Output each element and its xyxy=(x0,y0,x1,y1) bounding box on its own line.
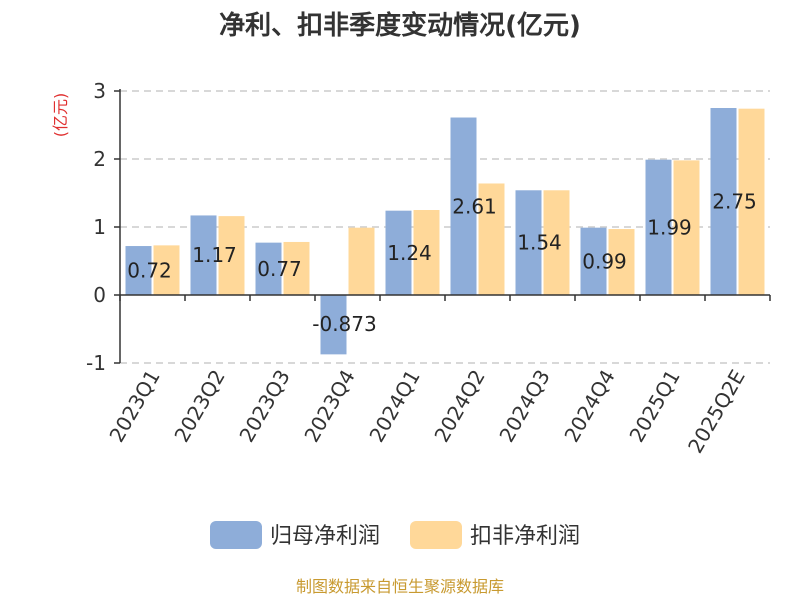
data-label: -0.873 xyxy=(312,312,376,336)
data-label: 1.54 xyxy=(517,231,562,255)
x-tick-label: 2024Q3 xyxy=(494,366,554,447)
x-tick-label: 2024Q2 xyxy=(429,366,489,447)
bar-net-profit[interactable] xyxy=(710,108,737,295)
legend-label: 扣非净利润 xyxy=(470,524,580,549)
x-tick-label: 2025Q1 xyxy=(624,366,684,447)
bar-net-profit[interactable] xyxy=(385,210,412,295)
data-label: 0.77 xyxy=(257,257,302,281)
bar-deducted-net-profit[interactable] xyxy=(348,227,375,295)
legend[interactable]: 归母净利润 扣非净利润 xyxy=(210,521,580,549)
bar-net-profit[interactable] xyxy=(450,117,477,296)
bar-deducted-net-profit[interactable] xyxy=(153,245,180,295)
bar-net-profit[interactable] xyxy=(255,242,282,295)
y-tick-label: 2 xyxy=(93,147,106,171)
x-axis-ticks: 2023Q1 2023Q2 2023Q3 2023Q4 2024Q1 2024Q2 2024… xyxy=(104,366,749,458)
y-axis-ticks: -1 0 1 2 3 xyxy=(86,79,120,375)
data-label: 0.99 xyxy=(582,249,627,273)
x-tick-label: 2024Q1 xyxy=(364,366,424,447)
legend-label: 归母净利润 xyxy=(270,524,380,549)
y-tick-label: 0 xyxy=(93,283,106,307)
data-label: 2.75 xyxy=(712,190,757,214)
x-tick-label: 2023Q2 xyxy=(169,366,229,447)
y-tick-label: -1 xyxy=(86,351,106,375)
y-tick-label: 3 xyxy=(93,79,106,103)
data-label: 1.24 xyxy=(387,241,432,265)
bar-net-profit[interactable] xyxy=(645,159,672,295)
x-tick-label: 2023Q4 xyxy=(299,366,359,447)
legend-item-deducted-net-profit[interactable]: 扣非净利润 xyxy=(410,521,580,549)
data-label: 0.72 xyxy=(127,259,172,283)
bar-net-profit[interactable] xyxy=(320,295,347,355)
bar-net-profit[interactable] xyxy=(125,246,152,295)
bar-net-profit[interactable] xyxy=(580,227,607,295)
bar-deducted-net-profit[interactable] xyxy=(673,160,700,295)
x-tick-label: 2023Q3 xyxy=(234,366,294,447)
source-note: 制图数据来自恒生聚源数据库 xyxy=(296,577,504,596)
bar-deducted-net-profit[interactable] xyxy=(218,216,245,295)
x-tick-label: 2025Q2E xyxy=(683,366,750,458)
legend-swatch xyxy=(210,521,262,549)
bar-deducted-net-profit[interactable] xyxy=(283,241,310,295)
chart-title: 净利、扣非季度变动情况(亿元) xyxy=(219,10,581,41)
data-labels: 0.72 1.17 0.77 -0.873 1.24 2.61 1.54 0.99 1.99 2.… xyxy=(127,190,757,337)
axes xyxy=(119,89,771,363)
bar-deducted-net-profit[interactable] xyxy=(478,183,505,295)
legend-swatch xyxy=(410,521,462,549)
x-tick-label: 2024Q4 xyxy=(559,366,619,447)
y-tick-label: 1 xyxy=(93,215,106,239)
data-label: 1.99 xyxy=(647,215,692,239)
bar-deducted-net-profit[interactable] xyxy=(608,229,635,295)
data-label: 2.61 xyxy=(452,194,497,218)
bar-net-profit[interactable] xyxy=(515,190,542,295)
y-axis-unit-label: (亿元) xyxy=(51,93,70,138)
data-label: 1.17 xyxy=(192,243,237,267)
legend-item-net-profit[interactable]: 归母净利润 xyxy=(210,521,380,549)
bar-deducted-net-profit[interactable] xyxy=(543,190,570,295)
bar-net-profit[interactable] xyxy=(190,215,217,295)
bar-deducted-net-profit[interactable] xyxy=(413,210,440,295)
bar-deducted-net-profit[interactable] xyxy=(738,108,765,296)
bars xyxy=(125,108,765,355)
x-tick-label: 2023Q1 xyxy=(104,366,164,447)
